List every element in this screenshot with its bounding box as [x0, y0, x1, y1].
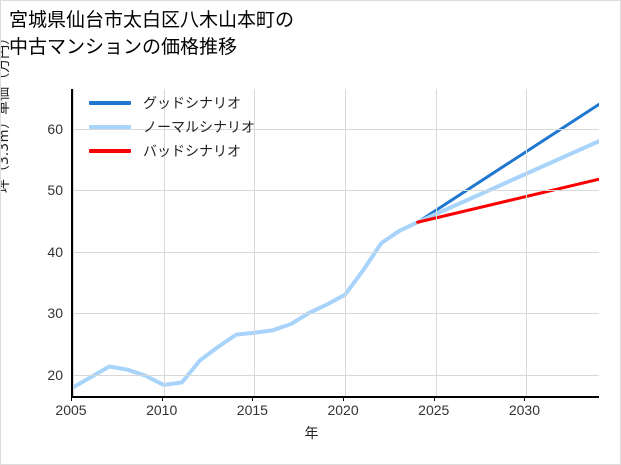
- x-tick-mark: [71, 397, 72, 401]
- series-line: [73, 139, 599, 390]
- series-line: [416, 102, 599, 224]
- x-tick-label: 2025: [418, 402, 450, 418]
- y-axis-label: 坪（3.3㎡）単価（万円）: [0, 30, 12, 194]
- plot-inner: [73, 89, 599, 396]
- x-tick-mark: [161, 397, 163, 401]
- legend-color-swatch-icon: [89, 125, 131, 129]
- legend-item-label: ノーマルシナリオ: [143, 120, 255, 136]
- y-tick-label: 30: [47, 305, 63, 322]
- x-tick-label: 2005: [55, 402, 87, 418]
- legend-item[interactable]: ノーマルシナリオ: [89, 115, 255, 139]
- gridline-horizontal: [73, 375, 599, 376]
- gridline-vertical: [164, 89, 165, 396]
- legend-item[interactable]: バッドシナリオ: [89, 139, 255, 163]
- chart-legend: グッドシナリオ ノーマルシナリオ バッドシナリオ: [89, 91, 255, 163]
- x-tick-mark: [433, 397, 435, 401]
- gridline-horizontal: [73, 129, 599, 130]
- legend-color-swatch-icon: [89, 149, 131, 153]
- chart-title: 宮城県仙台市太白区八木山本町の 中古マンションの価格推移: [9, 9, 295, 58]
- gridline-vertical: [345, 89, 346, 396]
- x-tick-label: 2015: [236, 402, 268, 418]
- gridline-horizontal: [73, 252, 599, 253]
- x-tick-mark: [524, 397, 526, 401]
- legend-item[interactable]: グッドシナリオ: [89, 91, 255, 115]
- x-tick-mark: [252, 397, 254, 401]
- series-line: [416, 177, 599, 224]
- gridline-vertical: [254, 89, 255, 396]
- x-tick-label: 2030: [508, 402, 541, 418]
- y-tick-label: 50: [47, 182, 63, 199]
- legend-item-label: バッドシナリオ: [143, 144, 241, 160]
- plot-area: [71, 89, 599, 398]
- legend-item-label: グッドシナリオ: [143, 96, 241, 112]
- x-axis-label: 年: [304, 426, 319, 442]
- y-tick-label: 20: [47, 366, 63, 383]
- gridline-vertical: [436, 89, 437, 396]
- legend-color-swatch-icon: [89, 101, 131, 105]
- gridline-horizontal: [73, 190, 599, 191]
- x-tick-mark: [343, 397, 345, 401]
- gridline-horizontal: [73, 313, 599, 314]
- gridline-vertical: [526, 89, 527, 396]
- x-tick-label: 2010: [146, 402, 178, 418]
- x-tick-label: 2020: [327, 402, 359, 418]
- y-tick-label: 60: [47, 120, 63, 137]
- y-tick-label: 40: [47, 243, 63, 260]
- gridline-vertical: [73, 89, 74, 396]
